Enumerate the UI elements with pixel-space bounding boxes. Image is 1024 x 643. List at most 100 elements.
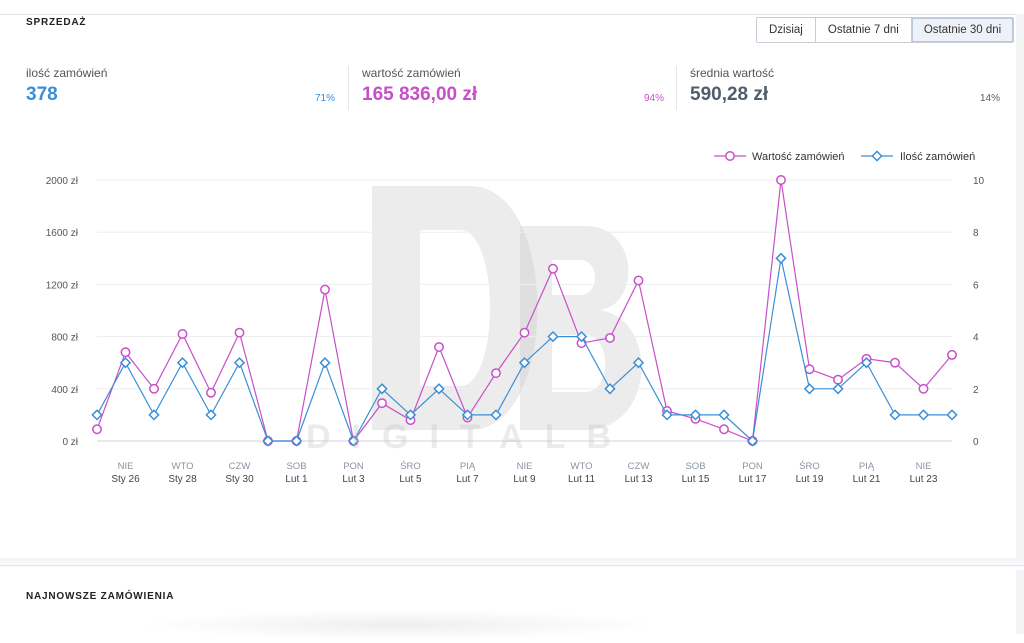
stat-value: 378 bbox=[26, 84, 58, 105]
stat-label: średnia wartość bbox=[690, 66, 775, 80]
data-point bbox=[233, 357, 246, 369]
loading-placeholder bbox=[140, 610, 660, 640]
scrollbar-track[interactable] bbox=[1016, 14, 1024, 634]
x-date-label: Sty 30 bbox=[225, 474, 254, 485]
data-point bbox=[404, 409, 417, 421]
y-left-tick-label: 1600 zł bbox=[46, 228, 79, 239]
y-right-tick-label: 10 bbox=[973, 176, 985, 187]
y-left-tick-label: 2000 zł bbox=[46, 176, 79, 187]
x-date-label: Lut 23 bbox=[910, 474, 938, 485]
x-date-label: Lut 11 bbox=[568, 474, 595, 485]
data-point bbox=[604, 383, 616, 395]
range-7-days-button[interactable]: Ostatnie 7 dni bbox=[816, 18, 912, 42]
stat-average-value: średnia wartość 590,28 zł 14% bbox=[690, 66, 1002, 106]
data-point bbox=[803, 383, 816, 395]
range-30-days-button[interactable]: Ostatnie 30 dni bbox=[911, 18, 1014, 42]
y-right-tick-label: 0 bbox=[973, 437, 979, 448]
x-weekday-label: PIĄ bbox=[859, 461, 875, 472]
legend-marker bbox=[725, 151, 735, 161]
data-point bbox=[491, 368, 501, 379]
x-weekday-label: NIE bbox=[118, 461, 134, 472]
data-point bbox=[92, 424, 102, 435]
stat-label: wartość zamówień bbox=[362, 66, 461, 80]
data-point bbox=[433, 383, 445, 395]
data-point bbox=[376, 383, 388, 395]
data-point bbox=[519, 327, 530, 338]
y-right-tick-label: 4 bbox=[973, 333, 979, 344]
y-left-tick-label: 800 zł bbox=[51, 333, 78, 344]
section-separator-line bbox=[0, 565, 1024, 566]
data-point bbox=[689, 409, 702, 421]
data-point bbox=[833, 374, 843, 385]
sales-line-chart: 0 zł 0 400 zł 2 800 zł 4 1200 zł 6 1600 zł 8 2000 … bbox=[46, 150, 985, 485]
x-date-label: Lut 1 bbox=[285, 474, 308, 485]
data-point bbox=[347, 435, 360, 447]
x-date-label: Sty 28 bbox=[168, 474, 197, 485]
data-point bbox=[719, 424, 729, 435]
data-point bbox=[518, 357, 531, 369]
data-point bbox=[889, 409, 901, 421]
data-point bbox=[176, 357, 189, 369]
x-weekday-label: WTO bbox=[571, 461, 593, 472]
x-date-label: Lut 3 bbox=[342, 474, 365, 485]
stat-order-value: wartość zamówień 165 836,00 zł 94% bbox=[362, 66, 674, 106]
data-point bbox=[661, 409, 673, 421]
data-point bbox=[262, 435, 274, 447]
x-date-label: Lut 7 bbox=[456, 474, 479, 485]
x-weekday-label: ŚRO bbox=[400, 460, 421, 472]
stat-order-count: ilość zamówień 378 71% bbox=[26, 66, 338, 106]
x-date-label: Lut 21 bbox=[853, 474, 881, 485]
data-point bbox=[746, 435, 759, 447]
data-point bbox=[605, 332, 615, 343]
data-point bbox=[633, 275, 644, 286]
stat-percent: 71% bbox=[315, 93, 336, 104]
range-today-button[interactable]: Dzisiaj bbox=[757, 18, 816, 42]
data-point bbox=[205, 409, 217, 421]
watermark-logo bbox=[372, 186, 642, 430]
data-point bbox=[234, 327, 245, 338]
x-weekday-label: PON bbox=[742, 461, 763, 472]
x-weekday-label: WTO bbox=[172, 461, 194, 472]
data-point bbox=[804, 364, 815, 375]
data-point bbox=[890, 357, 900, 368]
data-point bbox=[148, 409, 160, 421]
x-weekday-label: SOB bbox=[286, 461, 306, 472]
section-separator bbox=[0, 558, 1024, 570]
x-weekday-label: PIĄ bbox=[460, 461, 476, 472]
top-border bbox=[0, 14, 1024, 15]
x-weekday-label: NIE bbox=[517, 461, 533, 472]
x-date-label: Lut 13 bbox=[625, 474, 653, 485]
x-weekday-label: SOB bbox=[685, 461, 705, 472]
x-date-label: Lut 17 bbox=[739, 474, 767, 485]
x-weekday-label: CZW bbox=[628, 461, 650, 472]
data-point bbox=[776, 175, 786, 185]
data-point bbox=[918, 383, 929, 394]
x-date-label: Sty 26 bbox=[111, 474, 140, 485]
x-date-label: Lut 15 bbox=[682, 474, 710, 485]
data-point bbox=[548, 263, 558, 274]
stat-value: 590,28 zł bbox=[690, 84, 769, 105]
date-range-selector: Dzisiaj Ostatnie 7 dni Ostatnie 30 dni bbox=[756, 17, 1015, 43]
data-point bbox=[461, 409, 474, 421]
data-point bbox=[206, 387, 216, 398]
data-point bbox=[377, 398, 387, 409]
data-point bbox=[775, 252, 787, 264]
x-weekday-label: ŚRO bbox=[799, 460, 820, 472]
y-left-tick-label: 0 zł bbox=[62, 437, 78, 448]
data-point bbox=[149, 383, 159, 394]
y-right-tick-label: 6 bbox=[973, 280, 979, 291]
legend-marker bbox=[871, 150, 883, 162]
sales-section-title: SPRZEDAŻ bbox=[26, 17, 87, 28]
legend-label: Ilość zamówień bbox=[900, 151, 975, 163]
data-point bbox=[120, 347, 131, 358]
watermark-text: DIGITALB bbox=[306, 418, 633, 456]
y-left-tick-label: 1200 zł bbox=[46, 280, 79, 291]
x-weekday-label: NIE bbox=[916, 461, 932, 472]
stat-divider bbox=[348, 66, 349, 110]
x-weekday-label: CZW bbox=[229, 461, 251, 472]
data-point bbox=[434, 342, 444, 352]
x-date-label: Lut 5 bbox=[399, 474, 422, 485]
data-point bbox=[632, 357, 645, 369]
data-point bbox=[490, 409, 502, 421]
stat-value: 165 836,00 zł bbox=[362, 84, 478, 105]
